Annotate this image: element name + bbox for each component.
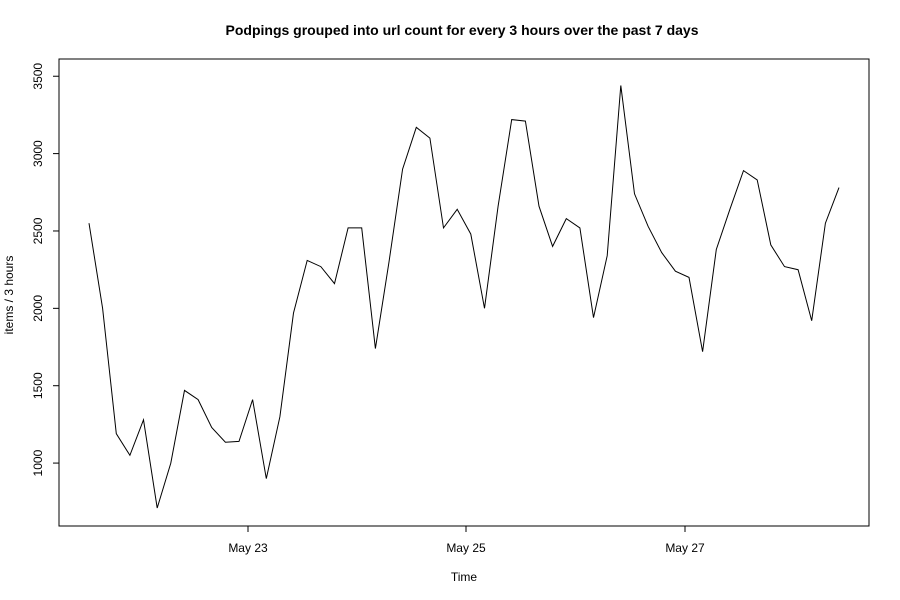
y-tick-label: 3000 <box>31 140 45 167</box>
y-tick-label: 3500 <box>31 63 45 90</box>
y-tick-label: 1500 <box>31 372 45 399</box>
chart-title: Podpings grouped into url count for ever… <box>226 22 699 38</box>
y-tick-label: 1000 <box>31 449 45 476</box>
x-tick-label: May 27 <box>665 541 705 555</box>
plot-frame <box>58 58 870 527</box>
y-axis: 1000 1500 2000 2500 3000 3500 <box>31 63 59 476</box>
x-tick-label: May 23 <box>228 541 268 555</box>
x-axis-label: Time <box>451 570 478 584</box>
x-tick-label: May 25 <box>446 541 486 555</box>
y-axis-label: items / 3 hours <box>2 256 16 335</box>
y-tick-label: 2000 <box>31 295 45 322</box>
series-layer <box>88 85 840 509</box>
series-line <box>88 85 840 509</box>
y-tick-label: 2500 <box>31 217 45 244</box>
x-axis: May 23 May 25 May 27 <box>228 526 705 555</box>
